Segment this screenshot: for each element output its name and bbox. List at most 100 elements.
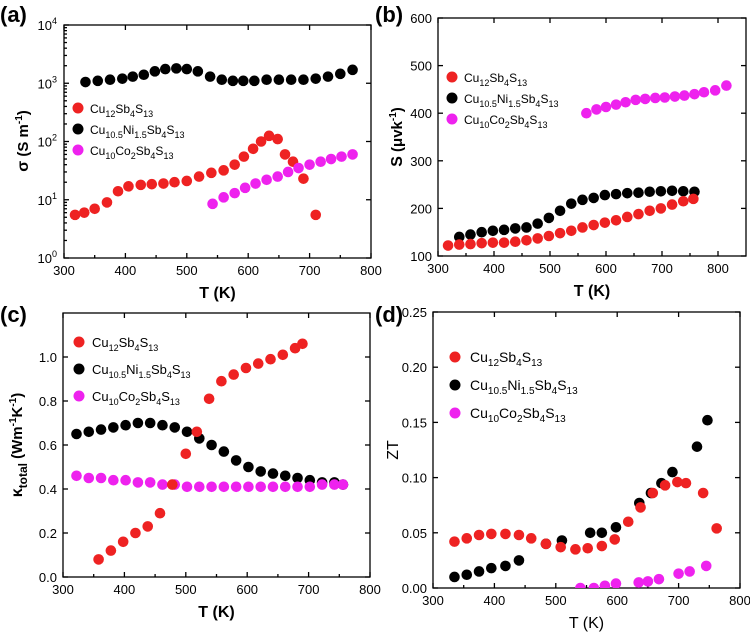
data-point-ni [310,73,322,84]
data-point-ni [218,446,230,457]
data-point-ni [473,566,485,577]
formula-element: Sb [523,405,540,421]
data-point-co [218,192,229,203]
legend-marker-ni [446,92,458,104]
data-point-ni [80,76,91,88]
formula-subscript: 13 [181,370,191,380]
formula-subscript: 13 [174,130,184,140]
y-axis-close: ) [9,393,26,398]
formula-subscript: 2 [505,120,510,130]
data-point-cu12 [180,448,192,460]
y-axis-symbol: σ [15,161,32,172]
data-point-ni [206,439,217,451]
x-tick-label: 600 [236,582,258,597]
formula-subscript: 4 [150,151,155,161]
data-point-ni [160,63,171,75]
panel-label-a: (a) [0,2,27,27]
y-axis-symbol: ZT [385,440,402,460]
formula-subscript: 12 [109,343,119,353]
data-point-ni [691,441,703,452]
data-point-co [267,481,279,493]
y-tick-exponent: 0 [52,249,57,259]
x-tick-label: 600 [237,263,259,278]
x-tick-label: 600 [606,593,628,608]
formula-subscript: 10.5 [479,99,497,109]
legend-marker-ni [449,379,461,391]
legend-label-co: Cu10Co2Sb4S13 [470,405,566,425]
data-point-ni [500,560,511,572]
data-point-co [591,104,602,115]
data-point-ni [633,187,644,198]
data-point-ni [237,75,249,87]
formula-subscript: 4 [535,99,540,109]
y-tick-label: 0.6 [39,438,57,453]
formula-element: Sb [115,102,130,116]
formula-element: S [155,144,163,158]
formula-element: Cu [90,123,105,137]
y-tick-label: 0.15 [402,415,427,430]
data-point-co [315,156,326,168]
x-tick-label: 600 [595,261,617,276]
data-point-cu12 [609,534,621,545]
data-point-ni [117,73,128,84]
y-tick-label: 104 [38,16,57,33]
x-tick-label: 700 [651,261,673,276]
x-tick-label: 500 [545,593,567,608]
y-axis-title: κtotal (Wm-1K-1) [8,393,30,498]
data-point-ni [521,222,532,233]
x-tick-label: 700 [668,593,690,608]
formula-element: Cu [470,349,488,365]
data-point-ni [267,468,279,479]
data-point-cu12 [191,426,203,438]
data-point-co [279,481,291,493]
formula-element: Ni [126,362,138,377]
data-point-ni [486,562,497,574]
legend-label-ni: Cu10.5Ni1.5Sb4S13 [464,92,558,109]
data-point-ni [149,66,161,77]
data-point-cu12 [135,179,147,191]
data-point-cu12 [297,338,308,350]
data-point-cu12 [570,544,581,555]
y-axis-unit: (S m [15,124,32,161]
data-point-ni [108,422,119,433]
data-point-cu12 [498,237,510,248]
x-tick-label: 800 [360,263,382,278]
legend-label-cu12: Cu12Sb4S13 [464,71,527,88]
data-point-ni [132,417,144,429]
data-point-co [71,470,82,482]
data-point-cu12 [252,358,264,369]
formula-element: Cu [90,144,105,158]
formula-subscript: 13 [567,386,579,397]
data-point-cu12 [659,480,671,491]
data-point-cu12 [596,540,608,552]
data-point-co [261,174,272,186]
y-tick-exponent: 4 [52,16,57,26]
formula-subscript: 1.5 [521,386,535,397]
data-point-co [250,178,261,189]
formula-element: Cu [470,377,488,393]
data-point-cu12 [166,479,178,490]
formula-element: S [509,71,517,85]
data-point-ni [449,571,460,583]
data-point-co [304,159,315,170]
formula-element: Cu [90,102,105,116]
data-point-cu12 [263,130,275,142]
data-point-cu12 [279,149,291,160]
data-point-cu12 [310,209,322,221]
formula-subscript: 10 [105,151,115,161]
x-tick-label: 500 [176,263,198,278]
data-point-ni [644,186,655,198]
y-tick-label: 600 [410,11,432,26]
data-point-ni [273,74,285,86]
formula-element: Cu [464,113,479,127]
y-tick-label: 103 [38,74,57,91]
data-point-co [120,474,131,486]
data-point-ni [181,426,193,438]
y-tick-label: 0.0 [39,570,57,585]
x-axis-title: T (K) [569,615,604,632]
y-tick-label: 200 [410,201,432,216]
data-point-co [642,576,654,587]
formula-subscript: 13 [143,109,153,119]
data-point-co [337,479,349,490]
formula-subscript: 2 [131,151,136,161]
